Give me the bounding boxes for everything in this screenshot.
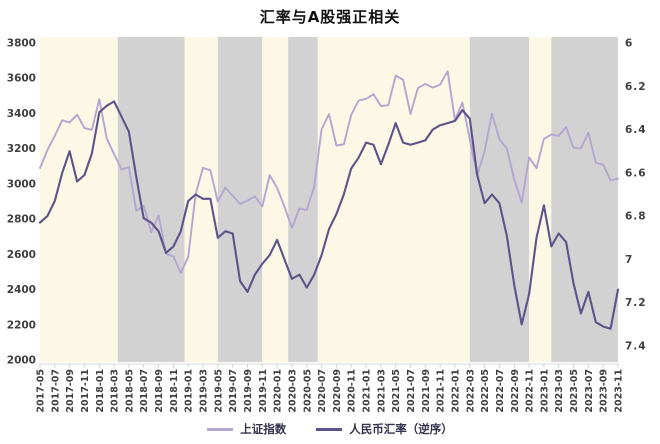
- legend-label-shanghai-index: 上证指数: [240, 422, 287, 436]
- x-axis-tick-label: 2018-03: [110, 369, 121, 413]
- legend: 上证指数 人民币汇率（逆序）: [0, 421, 660, 437]
- legend-label-rmb-rate: 人民币汇率（逆序）: [349, 422, 453, 436]
- x-axis-tick-label: 2022-09: [510, 369, 521, 413]
- x-axis-labels: 2017-05 2017-07 2017-09 2017-11 2018-01 2018-…: [36, 364, 625, 413]
- x-axis-tick-label: 2019-05: [213, 369, 224, 413]
- x-axis-tick-label: 2020-05: [302, 369, 313, 413]
- y-axis-left-tick: 3200: [7, 143, 36, 155]
- x-axis-tick-label: 2020-11: [347, 369, 358, 413]
- y-axis-left-tick: 3000: [7, 178, 36, 190]
- series-line-shanghai-index: [39, 70, 619, 274]
- legend-line-swatch-rmb-rate: [316, 427, 343, 431]
- band-cream: [40, 37, 118, 362]
- x-axis-tick-label: 2021-05: [391, 369, 402, 413]
- x-axis-tick-label: 2017-05: [36, 369, 47, 413]
- x-axis-tick-label: 2017-09: [65, 369, 76, 413]
- x-axis-tick-label: 2017-07: [50, 369, 61, 413]
- y-axis-left-tick: 3800: [7, 38, 36, 50]
- x-axis-tick-label: 2019-03: [199, 369, 210, 413]
- x-axis-tick-label: 2022-11: [525, 369, 536, 413]
- y-axis-right-labels: 6 6.2 6.4 6.6 6.8 7 7.2 7.4: [625, 38, 647, 353]
- x-axis-tick-label: 2021-07: [406, 369, 417, 413]
- y-axis-left-labels: 3800 3600 3400 3200 3000 2800 2600 2400 2200 2000: [7, 38, 36, 367]
- band-cream: [262, 37, 289, 362]
- x-axis-tick-label: 2023-05: [569, 369, 580, 413]
- x-axis-tick-label: 2023-07: [584, 369, 595, 413]
- y-axis-right-tick: 7: [625, 254, 633, 266]
- y-axis-left-tick: 2600: [7, 249, 36, 261]
- y-axis-left-tick: 3400: [7, 108, 36, 120]
- band-cream: [317, 37, 470, 362]
- y-axis-right-tick: 6: [625, 38, 633, 50]
- x-axis-tick-label: 2017-11: [80, 369, 91, 413]
- x-axis-tick-label: 2023-09: [599, 369, 610, 413]
- band-gray: [217, 37, 263, 362]
- x-axis-tick-label: 2023-11: [614, 369, 625, 413]
- band-gray: [288, 37, 318, 362]
- chart-title: 汇率与A股强正相关: [259, 8, 401, 26]
- x-axis-tick-label: 2021-03: [376, 369, 387, 413]
- plot-background-bands: [40, 37, 618, 362]
- x-axis-tick-label: 2019-01: [184, 369, 195, 413]
- x-axis-tick-label: 2019-07: [228, 369, 239, 413]
- x-axis-tick-label: 2021-01: [362, 369, 373, 413]
- x-axis-tick-label: 2018-07: [139, 369, 150, 413]
- y-axis-left-tick: 2800: [7, 214, 36, 226]
- band-gray: [117, 37, 185, 362]
- x-axis-tick-label: 2021-11: [436, 369, 447, 413]
- y-axis-left-tick: 3600: [7, 73, 36, 85]
- x-axis-tick-label: 2023-03: [554, 369, 565, 413]
- x-axis-tick-label: 2023-01: [539, 369, 550, 413]
- series-line-rmb-rate: [38, 100, 620, 330]
- legend-item-rmb-rate: 人民币汇率（逆序）: [316, 421, 453, 437]
- x-axis-tick-label: 2020-07: [317, 369, 328, 413]
- x-axis-tick-label: 2020-09: [332, 369, 343, 413]
- x-axis-tick-label: 2018-01: [95, 369, 106, 413]
- x-axis-tick-label: 2018-11: [169, 369, 180, 413]
- x-axis-tick-label: 2022-07: [495, 369, 506, 413]
- x-axis-tick-label: 2020-03: [287, 369, 298, 413]
- x-axis-tick-label: 2019-09: [243, 369, 254, 413]
- x-axis-tick-label: 2022-03: [465, 369, 476, 413]
- y-axis-left-tick: 2200: [7, 319, 36, 331]
- band-cream: [529, 37, 552, 362]
- x-axis-tick-label: 2022-01: [451, 369, 462, 413]
- y-axis-right-tick: 7.4: [625, 341, 647, 353]
- legend-line-swatch-shanghai-index: [207, 427, 234, 431]
- x-axis-tick-label: 2019-11: [258, 369, 269, 413]
- x-axis-tick-label: 2021-09: [421, 369, 432, 413]
- y-axis-right-tick: 6.4: [625, 124, 647, 136]
- x-axis-tick-label: 2022-05: [480, 369, 491, 413]
- x-axis-tick-label: 2018-05: [124, 369, 135, 413]
- y-axis-right-tick: 6.8: [625, 211, 647, 223]
- legend-item-shanghai-index: 上证指数: [207, 421, 286, 437]
- y-axis-right-tick: 6.2: [625, 81, 647, 93]
- x-axis-tick-label: 2020-01: [273, 369, 284, 413]
- band-gray: [551, 37, 618, 362]
- y-axis-right-tick: 7.2: [625, 297, 647, 309]
- y-axis-left-tick: 2000: [7, 355, 36, 367]
- x-axis-tick-label: 2018-09: [154, 369, 165, 413]
- y-axis-right-tick: 6.6: [625, 167, 647, 179]
- y-axis-left-tick: 2400: [7, 284, 36, 296]
